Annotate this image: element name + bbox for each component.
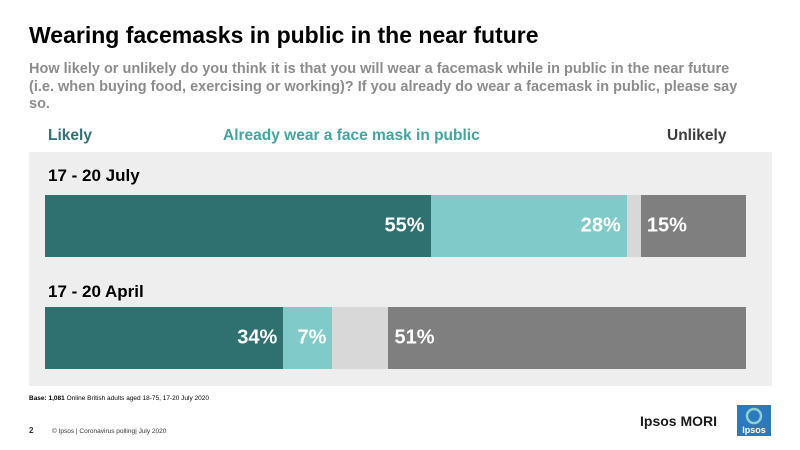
bar-segment-already: 28% (430, 195, 627, 257)
data-label-likely: 34% (237, 326, 278, 349)
question-text: How likely or unlikely do you think it i… (29, 61, 738, 112)
data-label-unlikely: 51% (394, 326, 435, 349)
legend-likely: Likely (48, 127, 92, 144)
ipsos-logo-icon: Ipsos (737, 405, 771, 436)
logo-text: Ipsos (742, 425, 766, 435)
page-title: Wearing facemasks in public in the near … (29, 22, 539, 48)
data-label-already: 28% (580, 214, 621, 237)
bar-segment-likely: 34% (45, 307, 284, 369)
bar-segment-unlikely: 15% (640, 195, 746, 257)
bar-april: 34% 7% 51% (45, 307, 746, 369)
row-label-july: 17 - 20 July (48, 166, 140, 185)
bar-segment-dont-know (332, 307, 389, 369)
bar-segment-dont-know (626, 195, 641, 257)
bar-segment-unlikely: 51% (388, 307, 746, 369)
page-number: 2 (29, 426, 34, 435)
bar-july: 55% 28% 15% (45, 195, 746, 257)
bar-segment-likely: 55% (45, 195, 431, 257)
base-note: Base: 1,081 Online British adults aged 1… (29, 395, 209, 402)
brand-name: Ipsos MORI (640, 413, 718, 429)
footer-text: © Ipsos | Coronavirus polling| July 2020 (52, 428, 167, 435)
data-label-likely: 55% (384, 214, 425, 237)
row-label-april: 17 - 20 April (48, 282, 144, 301)
bar-segment-already: 7% (283, 307, 333, 369)
data-label-already: 7% (297, 326, 327, 349)
data-label-unlikely: 15% (646, 214, 687, 237)
legend-unlikely: Unlikely (667, 127, 727, 144)
legend-already: Already wear a face mask in public (223, 127, 480, 144)
